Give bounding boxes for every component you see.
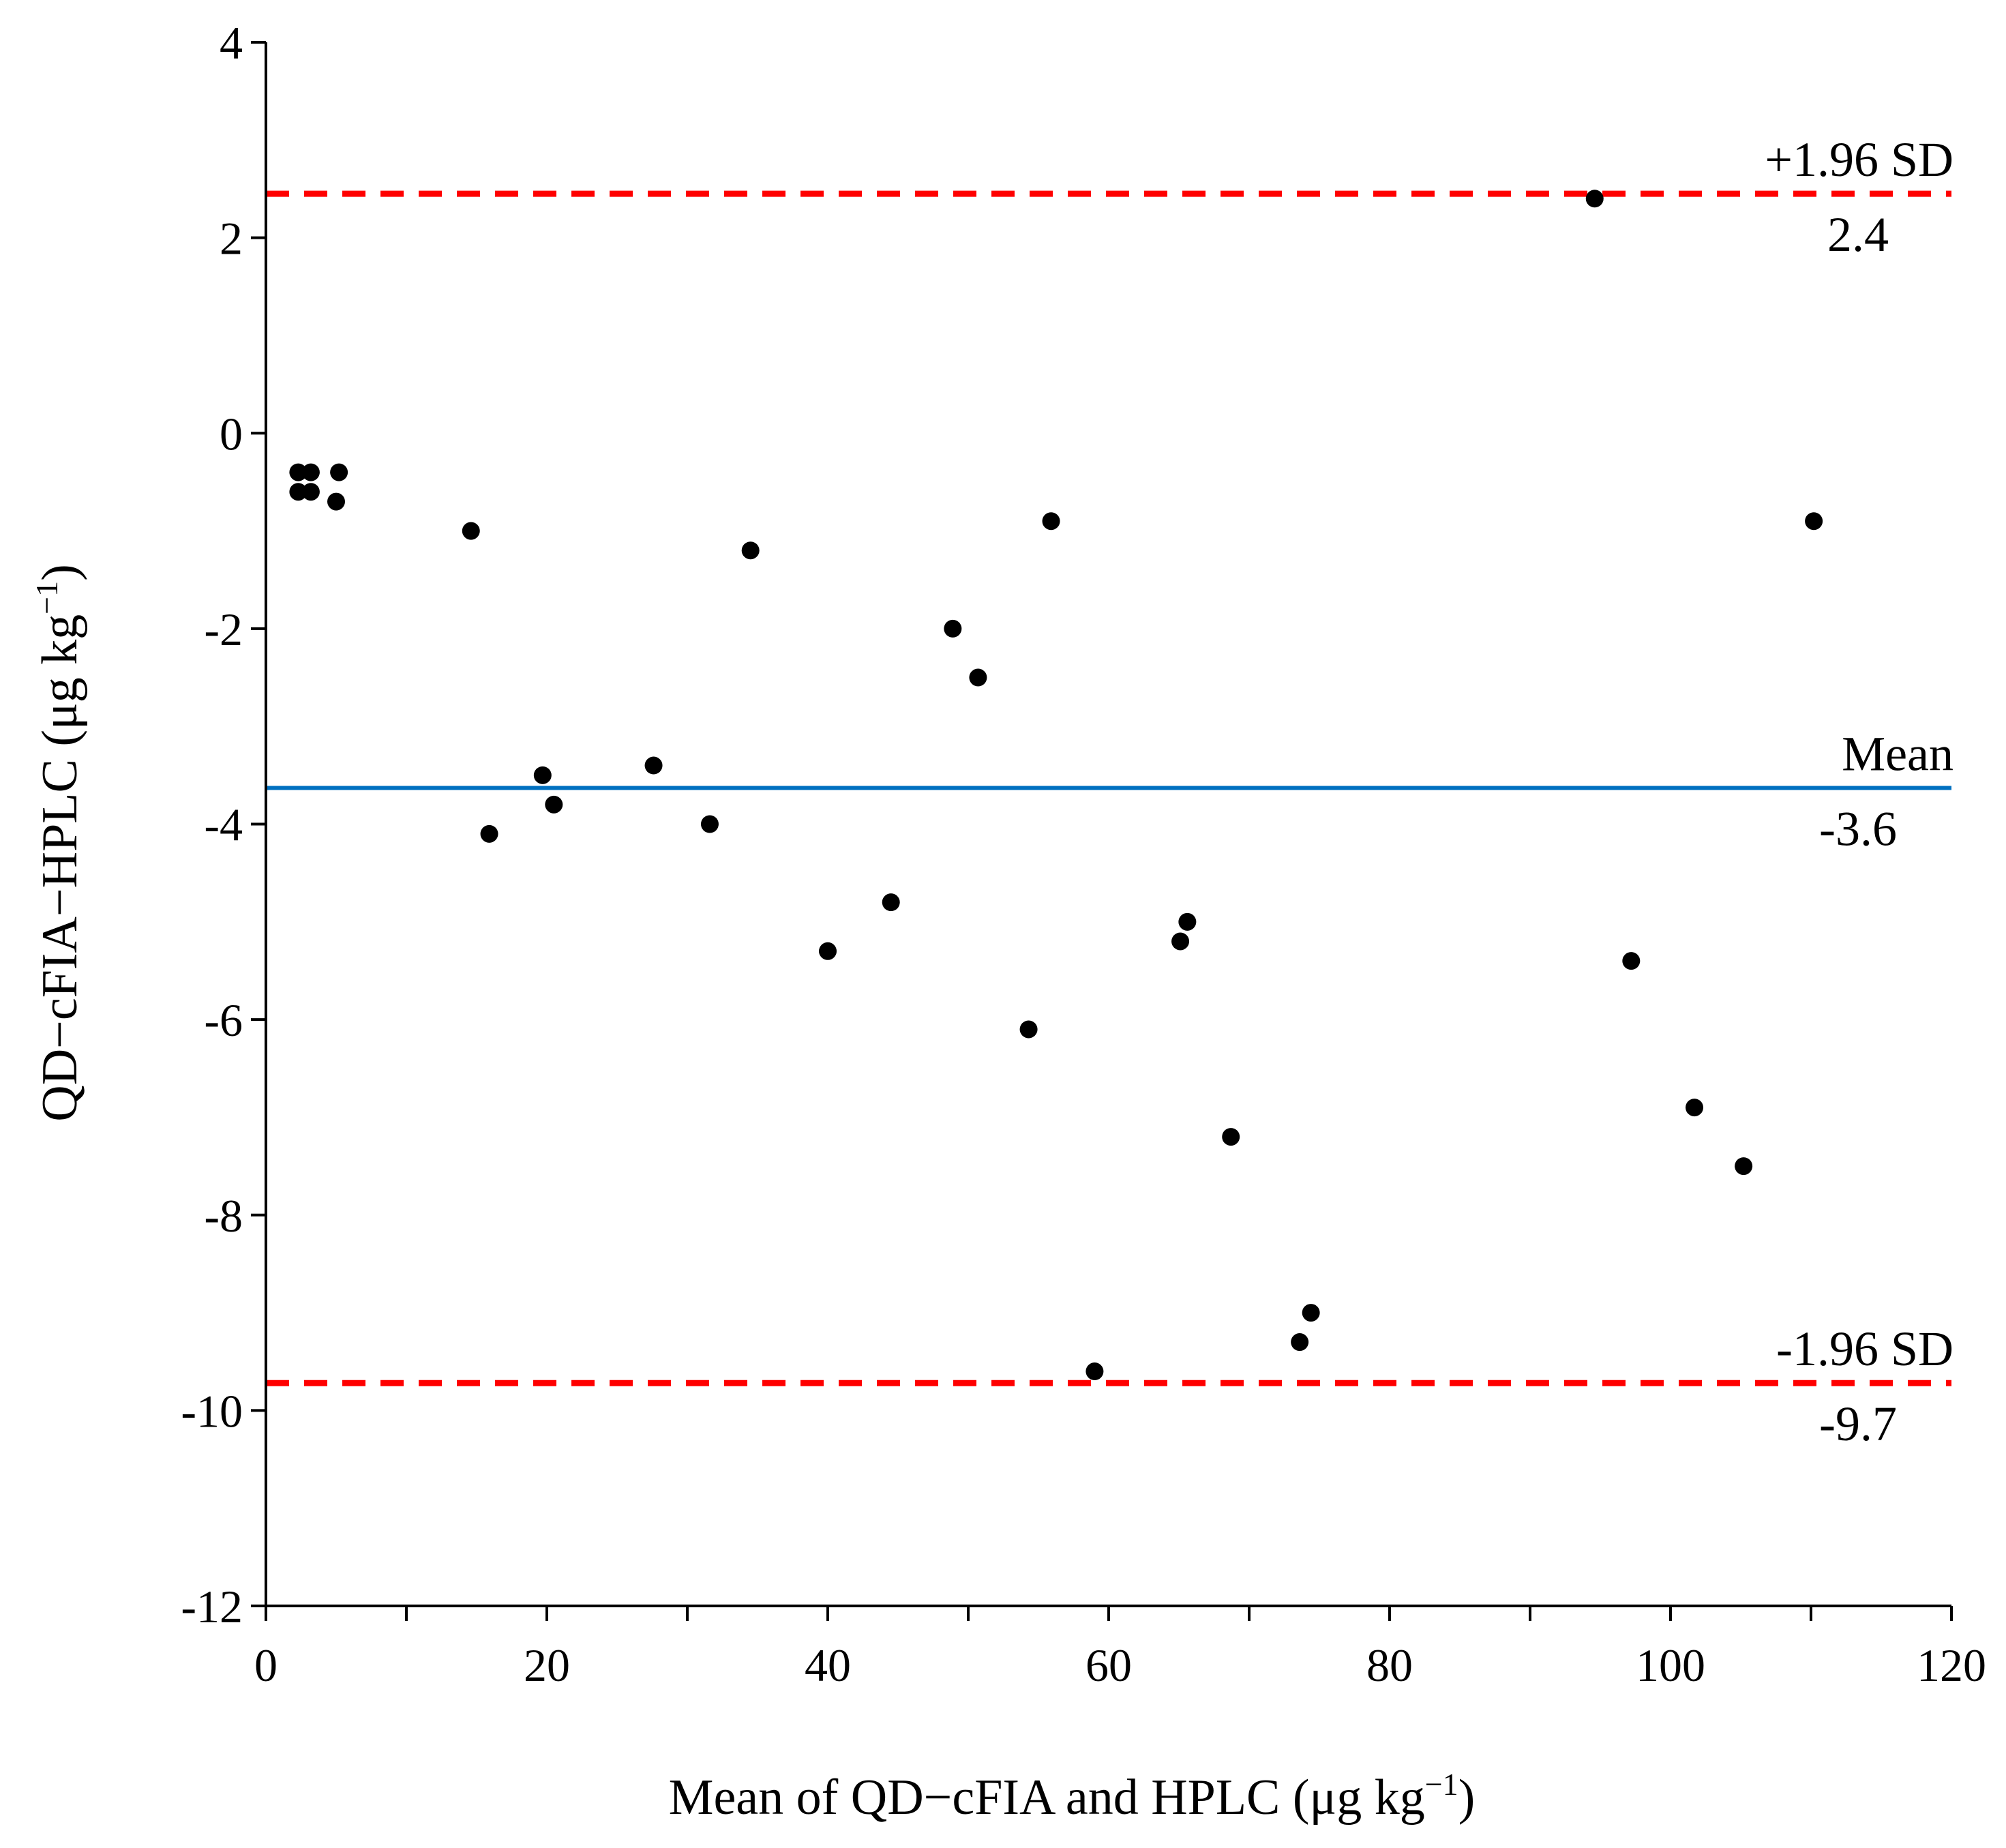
x-tick-label: 0 xyxy=(254,1639,278,1691)
data-point xyxy=(462,522,480,540)
data-point xyxy=(1178,912,1197,931)
x-tick-label: 80 xyxy=(1366,1639,1413,1691)
x-tick-label: 120 xyxy=(1917,1639,1986,1691)
data-point xyxy=(1019,1020,1038,1039)
data-point xyxy=(944,619,962,638)
reference-line-value: -3.6 xyxy=(1819,801,1897,856)
data-point xyxy=(1302,1304,1320,1322)
y-axis-ticks: 4 2 0 -2 -4 -6 -8 -10 -12 xyxy=(181,17,266,1633)
data-point xyxy=(1171,932,1190,951)
data-point xyxy=(480,824,498,843)
data-point xyxy=(1585,190,1604,208)
data-point xyxy=(644,756,663,775)
data-point xyxy=(969,668,987,687)
data-point xyxy=(330,463,348,481)
data-point xyxy=(1042,512,1060,531)
y-tick-label: 2 xyxy=(220,213,243,265)
reference-line-value: -9.7 xyxy=(1819,1397,1897,1451)
y-tick-label: 0 xyxy=(220,408,243,460)
x-tick-label: 60 xyxy=(1086,1639,1132,1691)
data-point xyxy=(1735,1157,1753,1176)
x-tick-label: 20 xyxy=(524,1639,570,1691)
data-points xyxy=(289,190,1823,1381)
data-point xyxy=(533,766,552,784)
y-tick-label: -12 xyxy=(181,1581,243,1633)
reference-line-name: +1.96 SD xyxy=(1765,132,1953,187)
data-point xyxy=(1686,1099,1704,1117)
x-axis-title: Mean of QD−cFIA and HPLC (μg kg−1) xyxy=(669,1767,1476,1825)
y-tick-label: -6 xyxy=(204,994,243,1046)
data-point xyxy=(1086,1362,1104,1381)
x-tick-label: 100 xyxy=(1636,1639,1705,1691)
data-point xyxy=(545,795,563,814)
reference-line-name: Mean xyxy=(1842,726,1953,781)
y-tick-label: -8 xyxy=(204,1190,243,1242)
data-point xyxy=(700,815,719,833)
data-point xyxy=(819,942,837,960)
data-point xyxy=(301,463,320,481)
data-point xyxy=(1622,952,1641,970)
reference-line-labels: +1.96 SD 2.4 Mean -3.6 -1.96 SD -9.7 xyxy=(1765,132,1953,1451)
axes xyxy=(265,42,1951,1607)
data-point xyxy=(1805,512,1823,531)
data-point xyxy=(741,541,760,560)
y-tick-label: 4 xyxy=(220,17,243,69)
reference-line-value: 2.4 xyxy=(1827,207,1889,262)
data-point xyxy=(1222,1128,1240,1146)
x-tick-label: 40 xyxy=(805,1639,851,1691)
reference-line-name: -1.96 SD xyxy=(1776,1322,1953,1376)
data-point xyxy=(327,492,345,511)
data-point xyxy=(289,463,308,481)
data-point xyxy=(1291,1333,1309,1352)
y-tick-label: -2 xyxy=(204,603,243,655)
y-tick-label: -4 xyxy=(204,799,243,851)
data-point xyxy=(289,483,308,501)
y-axis-title: QD−cFIA−HPLC (μg kg−1) xyxy=(29,564,88,1122)
reference-lines xyxy=(266,190,1951,1386)
data-point xyxy=(301,483,320,501)
y-tick-label: -10 xyxy=(181,1385,243,1437)
x-axis-ticks: 0 20 40 60 80 100 120 xyxy=(254,1606,1986,1691)
data-point xyxy=(882,893,900,912)
